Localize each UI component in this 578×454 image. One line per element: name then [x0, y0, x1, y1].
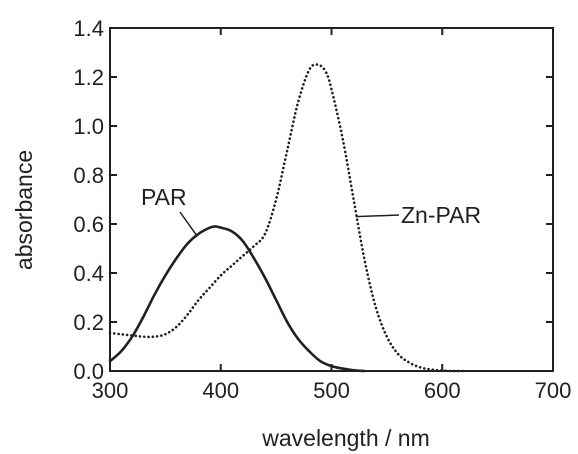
x-tick-label: 300 [92, 378, 129, 403]
y-tick-label: 0.4 [73, 261, 104, 286]
x-tick-label: 400 [202, 378, 239, 403]
par-label-leader [179, 211, 197, 236]
y-tick-label: 0.8 [73, 163, 104, 188]
zn-par-label-leader [355, 214, 400, 218]
y-tick-label: 0.2 [73, 310, 104, 335]
x-axis-title: wavelength / nm [261, 425, 429, 451]
y-tick-label: 1.2 [73, 65, 104, 90]
y-axis-title: absorbance [11, 150, 37, 270]
zn-par-label: Zn-PAR [401, 202, 481, 228]
y-axis-ticks: 0.0 0.2 0.4 0.6 0.8 1.0 1.2 1.4 [73, 16, 553, 384]
y-tick-label: 0.6 [73, 212, 104, 237]
series-lines [108, 63, 466, 373]
par-curve [108, 225, 367, 373]
x-tick-label: 500 [313, 378, 350, 403]
x-tick-label: 700 [535, 378, 572, 403]
y-tick-label: 0.0 [73, 359, 104, 384]
y-tick-label: 1.0 [73, 114, 104, 139]
zn-par-curve [108, 63, 466, 373]
y-tick-label: 1.4 [73, 16, 104, 41]
plot-frame [109, 27, 554, 372]
x-tick-label: 600 [424, 378, 461, 403]
par-label: PAR [141, 184, 187, 210]
